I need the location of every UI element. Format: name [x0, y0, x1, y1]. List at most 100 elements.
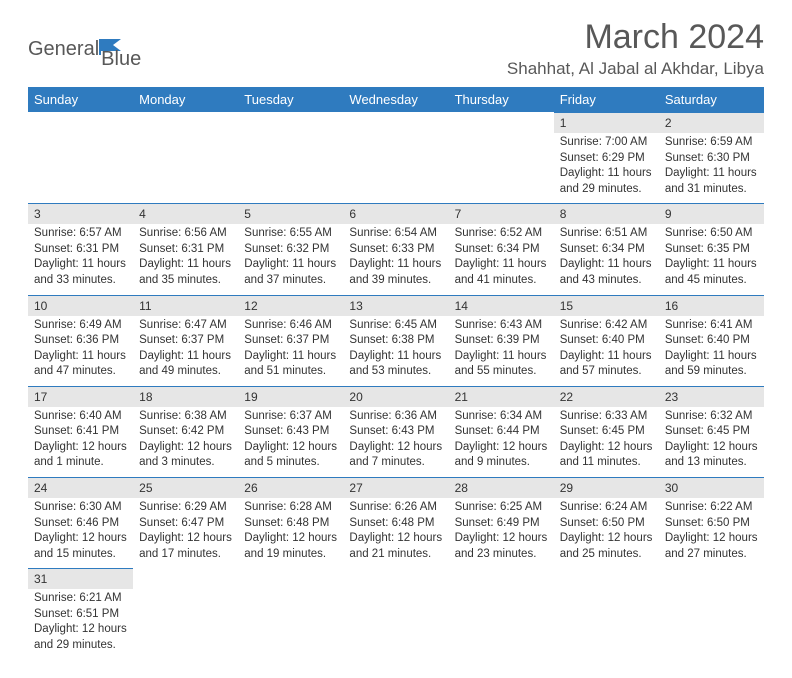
calendar-day-cell: 15Sunrise: 6:42 AMSunset: 6:40 PMDayligh…	[554, 295, 659, 386]
day-number: 19	[238, 386, 343, 407]
sunset-line: Sunset: 6:40 PM	[560, 333, 653, 349]
daylight-line: Daylight: 12 hours and 23 minutes.	[455, 531, 548, 562]
calendar-table: SundayMondayTuesdayWednesdayThursdayFrid…	[28, 87, 764, 660]
daylight-line: Daylight: 11 hours and 59 minutes.	[665, 349, 758, 380]
sunset-line: Sunset: 6:41 PM	[34, 424, 127, 440]
sunset-line: Sunset: 6:33 PM	[349, 242, 442, 258]
title-block: March 2024 Shahhat, Al Jabal al Akhdar, …	[507, 18, 764, 79]
daylight-line: Daylight: 11 hours and 35 minutes.	[139, 257, 232, 288]
sunrise-line: Sunrise: 6:51 AM	[560, 226, 653, 242]
daylight-line: Daylight: 11 hours and 43 minutes.	[560, 257, 653, 288]
day-number: 11	[133, 295, 238, 316]
calendar-day-cell: 31Sunrise: 6:21 AMSunset: 6:51 PMDayligh…	[28, 568, 133, 659]
sunrise-line: Sunrise: 6:55 AM	[244, 226, 337, 242]
daylight-line: Daylight: 12 hours and 11 minutes.	[560, 440, 653, 471]
calendar-day-cell: 9Sunrise: 6:50 AMSunset: 6:35 PMDaylight…	[659, 203, 764, 294]
day-details: Sunrise: 6:40 AMSunset: 6:41 PMDaylight:…	[28, 407, 133, 477]
calendar-empty-cell	[449, 568, 554, 659]
calendar-day-cell: 27Sunrise: 6:26 AMSunset: 6:48 PMDayligh…	[343, 477, 448, 568]
calendar-day-cell: 3Sunrise: 6:57 AMSunset: 6:31 PMDaylight…	[28, 203, 133, 294]
day-details: Sunrise: 6:32 AMSunset: 6:45 PMDaylight:…	[659, 407, 764, 477]
day-number: 25	[133, 477, 238, 498]
sunset-line: Sunset: 6:50 PM	[665, 516, 758, 532]
day-details: Sunrise: 6:22 AMSunset: 6:50 PMDaylight:…	[659, 498, 764, 568]
calendar-day-cell: 22 Sunrise: 6:33 AMSunset: 6:45 PMDayligh…	[554, 386, 659, 477]
daylight-line: Daylight: 12 hours and 15 minutes.	[34, 531, 127, 562]
day-details: Sunrise: 6:36 AMSunset: 6:43 PMDaylight:…	[343, 407, 448, 477]
daylight-line: Daylight: 11 hours and 51 minutes.	[244, 349, 337, 380]
calendar-day-cell: 20Sunrise: 6:36 AMSunset: 6:43 PMDayligh…	[343, 386, 448, 477]
sunrise-line: Sunrise: 6:32 AM	[665, 409, 758, 425]
daylight-line: Daylight: 12 hours and 13 minutes.	[665, 440, 758, 471]
day-number: 22	[554, 386, 659, 407]
calendar-week-row: 17Sunrise: 6:40 AMSunset: 6:41 PMDayligh…	[28, 386, 764, 477]
day-details: Sunrise: 6:59 AMSunset: 6:30 PMDaylight:…	[659, 133, 764, 203]
sunrise-line: Sunrise: 6:41 AM	[665, 318, 758, 334]
day-details: Sunrise: 6:24 AMSunset: 6:50 PMDaylight:…	[554, 498, 659, 568]
day-details: Sunrise: 6:52 AMSunset: 6:34 PMDaylight:…	[449, 224, 554, 294]
sunset-line: Sunset: 6:47 PM	[139, 516, 232, 532]
daylight-line: Daylight: 12 hours and 25 minutes.	[560, 531, 653, 562]
day-of-week-header: Tuesday	[238, 87, 343, 112]
calendar-day-cell: 24Sunrise: 6:30 AMSunset: 6:46 PMDayligh…	[28, 477, 133, 568]
daylight-line: Daylight: 11 hours and 53 minutes.	[349, 349, 442, 380]
sunrise-line: Sunrise: 6:42 AM	[560, 318, 653, 334]
calendar-week-row: 1Sunrise: 7:00 AMSunset: 6:29 PMDaylight…	[28, 112, 764, 203]
calendar-day-cell: 18Sunrise: 6:38 AMSunset: 6:42 PMDayligh…	[133, 386, 238, 477]
daylight-line: Daylight: 11 hours and 41 minutes.	[455, 257, 548, 288]
calendar-day-cell: 30Sunrise: 6:22 AMSunset: 6:50 PMDayligh…	[659, 477, 764, 568]
day-details: Sunrise: 6:55 AMSunset: 6:32 PMDaylight:…	[238, 224, 343, 294]
calendar-empty-cell	[28, 112, 133, 203]
calendar-empty-cell	[659, 568, 764, 659]
day-details: Sunrise: 6:34 AMSunset: 6:44 PMDaylight:…	[449, 407, 554, 477]
day-details: Sunrise: 6:26 AMSunset: 6:48 PMDaylight:…	[343, 498, 448, 568]
day-details: Sunrise: 6:46 AMSunset: 6:37 PMDaylight:…	[238, 316, 343, 386]
day-details: Sunrise: 6:29 AMSunset: 6:47 PMDaylight:…	[133, 498, 238, 568]
sunrise-line: Sunrise: 6:50 AM	[665, 226, 758, 242]
day-details: Sunrise: 6:21 AMSunset: 6:51 PMDaylight:…	[28, 589, 133, 659]
day-details: Sunrise: 7:00 AMSunset: 6:29 PMDaylight:…	[554, 133, 659, 203]
daylight-line: Daylight: 11 hours and 39 minutes.	[349, 257, 442, 288]
sunrise-line: Sunrise: 6:36 AM	[349, 409, 442, 425]
sunset-line: Sunset: 6:48 PM	[349, 516, 442, 532]
daylight-line: Daylight: 11 hours and 55 minutes.	[455, 349, 548, 380]
sunset-line: Sunset: 6:35 PM	[665, 242, 758, 258]
sunset-line: Sunset: 6:39 PM	[455, 333, 548, 349]
sunset-line: Sunset: 6:34 PM	[560, 242, 653, 258]
calendar-empty-cell	[133, 568, 238, 659]
sunset-line: Sunset: 6:51 PM	[34, 607, 127, 623]
day-details: Sunrise: 6:47 AMSunset: 6:37 PMDaylight:…	[133, 316, 238, 386]
sunrise-line: Sunrise: 6:45 AM	[349, 318, 442, 334]
calendar-day-cell: 21Sunrise: 6:34 AMSunset: 6:44 PMDayligh…	[449, 386, 554, 477]
day-number: 23	[659, 386, 764, 407]
sunset-line: Sunset: 6:49 PM	[455, 516, 548, 532]
day-details: Sunrise: 6:56 AMSunset: 6:31 PMDaylight:…	[133, 224, 238, 294]
day-number: 8	[554, 203, 659, 224]
day-of-week-header: Friday	[554, 87, 659, 112]
calendar-day-cell: 25Sunrise: 6:29 AMSunset: 6:47 PMDayligh…	[133, 477, 238, 568]
day-details: Sunrise: 6:42 AMSunset: 6:40 PMDaylight:…	[554, 316, 659, 386]
calendar-day-cell: 2Sunrise: 6:59 AMSunset: 6:30 PMDaylight…	[659, 112, 764, 203]
daylight-line: Daylight: 11 hours and 47 minutes.	[34, 349, 127, 380]
day-details: Sunrise: 6:57 AMSunset: 6:31 PMDaylight:…	[28, 224, 133, 294]
daylight-line: Daylight: 12 hours and 19 minutes.	[244, 531, 337, 562]
sunset-line: Sunset: 6:30 PM	[665, 151, 758, 167]
day-of-week-header: Thursday	[449, 87, 554, 112]
daylight-line: Daylight: 12 hours and 3 minutes.	[139, 440, 232, 471]
location-text: Shahhat, Al Jabal al Akhdar, Libya	[507, 59, 764, 79]
daylight-line: Daylight: 12 hours and 7 minutes.	[349, 440, 442, 471]
day-number: 28	[449, 477, 554, 498]
sunset-line: Sunset: 6:34 PM	[455, 242, 548, 258]
sunrise-line: Sunrise: 6:29 AM	[139, 500, 232, 516]
day-number: 3	[28, 203, 133, 224]
calendar-day-cell: 6Sunrise: 6:54 AMSunset: 6:33 PMDaylight…	[343, 203, 448, 294]
day-details: Sunrise: 6:49 AMSunset: 6:36 PMDaylight:…	[28, 316, 133, 386]
daylight-line: Daylight: 11 hours and 33 minutes.	[34, 257, 127, 288]
calendar-week-row: 10Sunrise: 6:49 AMSunset: 6:36 PMDayligh…	[28, 295, 764, 386]
calendar-empty-cell	[554, 568, 659, 659]
sunset-line: Sunset: 6:43 PM	[244, 424, 337, 440]
calendar-day-cell: 16Sunrise: 6:41 AMSunset: 6:40 PMDayligh…	[659, 295, 764, 386]
sunset-line: Sunset: 6:45 PM	[560, 424, 653, 440]
sunrise-line: Sunrise: 6:33 AM	[560, 409, 653, 425]
header: General Blue March 2024 Shahhat, Al Jaba…	[28, 18, 764, 79]
